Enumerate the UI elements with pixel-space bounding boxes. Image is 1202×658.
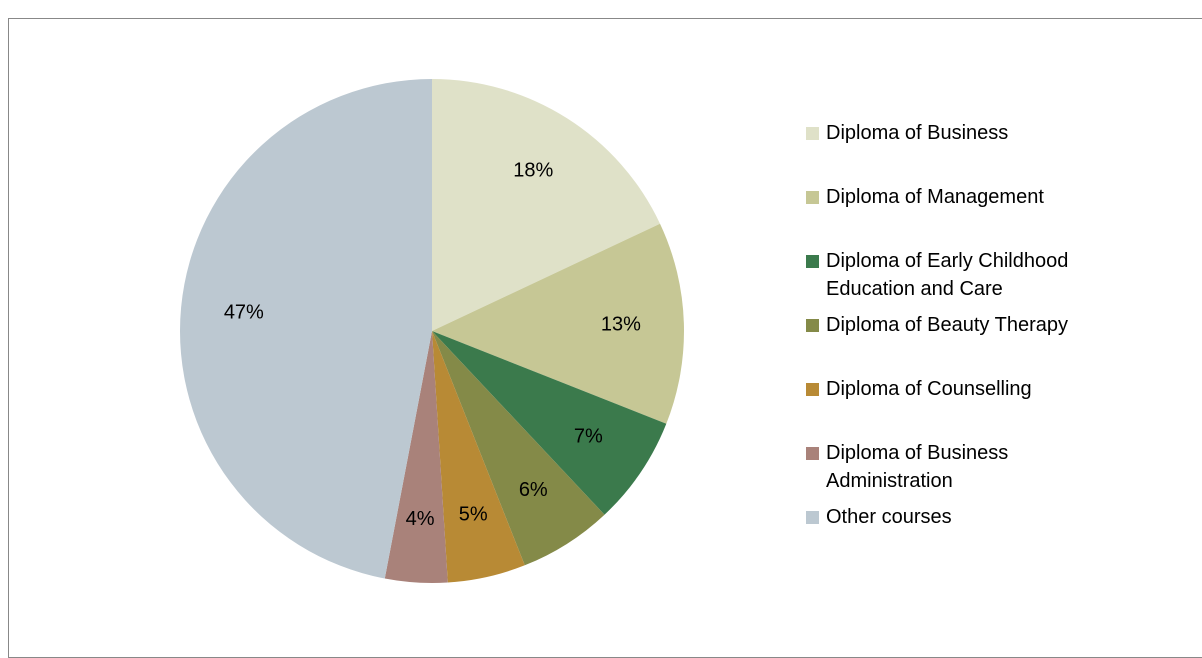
pie-slice [179, 79, 432, 579]
pie-slice [432, 223, 684, 424]
legend-swatch [806, 255, 819, 268]
data-label: 18% [513, 160, 553, 182]
legend-swatch [806, 319, 819, 332]
legend-swatch [806, 383, 819, 396]
legend-label: Other courses [826, 506, 952, 528]
data-label: 13% [601, 313, 641, 335]
legend-label: Diploma of Business Administration [826, 442, 1009, 492]
legend-swatch [806, 127, 819, 140]
legend-swatch [806, 511, 819, 524]
legend-item: Diploma of Business Administration [806, 439, 1116, 495]
legend-swatch [806, 447, 819, 460]
pie-slice [432, 331, 525, 583]
data-label: 4% [406, 508, 435, 530]
pie-slice [432, 331, 667, 515]
legend-label: Diploma of Counselling [826, 378, 1032, 400]
pie-slice [432, 331, 605, 566]
legend-item: Diploma of Early Childhood Education and… [806, 247, 1116, 303]
pie-slice [432, 79, 661, 331]
legend-item: Diploma of Counselling [806, 375, 1116, 403]
legend-item: Diploma of Business [806, 119, 1116, 147]
data-label: 5% [459, 504, 488, 526]
legend-label: Diploma of Early Childhood Education and… [826, 250, 1069, 300]
legend-item: Other courses [806, 503, 1116, 531]
legend-label: Diploma of Business [826, 122, 1009, 144]
legend-item: Diploma of Management [806, 183, 1116, 211]
data-label: 7% [574, 426, 603, 448]
legend-item: Diploma of Beauty Therapy [806, 311, 1116, 339]
data-label: 6% [519, 479, 548, 501]
legend-swatch [806, 191, 819, 204]
legend-label: Diploma of Management [826, 186, 1044, 208]
data-label: 47% [224, 301, 264, 323]
pie-slice [384, 331, 448, 584]
legend-label: Diploma of Beauty Therapy [826, 314, 1068, 336]
